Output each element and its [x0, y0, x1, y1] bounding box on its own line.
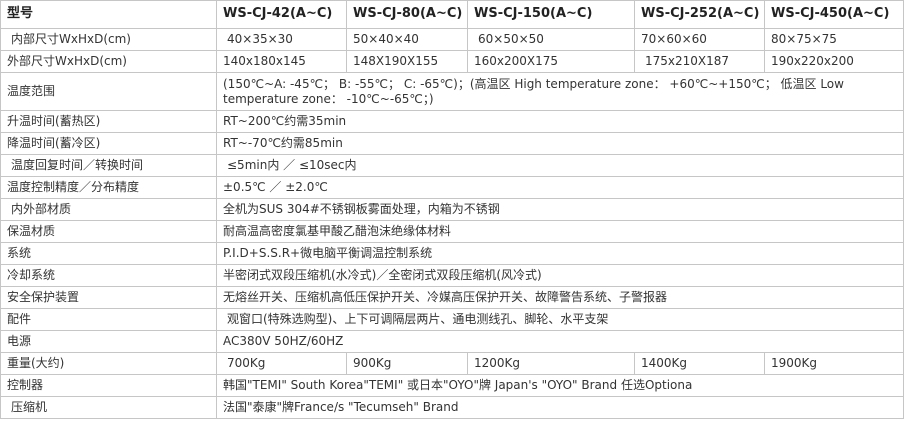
spec-span-cell: 无熔丝开关、压缩机高低压保护开关、冷媒高压保护开关、故障警告系统、子警报器 [216, 286, 904, 309]
spec-value-cell: 190x220x200 [764, 50, 904, 73]
spec-span-cell: (150℃~A: -45℃； B: -55℃； C: -65℃)；(高温区 Hi… [216, 72, 904, 111]
row-label: 温度范围 [0, 72, 217, 111]
spec-value-cell: 148X190X155 [346, 50, 468, 73]
header-row: 型号 WS-CJ-42(A~C) WS-CJ-80(A~C) WS-CJ-150… [0, 0, 904, 29]
table-row-compressor: 压缩机 法国"泰康"牌France/s "Tecumseh" Brand [0, 396, 904, 419]
spec-span-cell: ±0.5℃ ／ ±2.0℃ [216, 176, 904, 199]
row-label: 内外部材质 [0, 198, 217, 221]
spec-span-cell: RT~-70℃约需85min [216, 132, 904, 155]
model-header-cell: WS-CJ-252(A~C) [634, 0, 765, 29]
spec-value-cell: 40×35×30 [216, 28, 347, 51]
row-label: 压缩机 [0, 396, 217, 419]
row-label: 控制器 [0, 374, 217, 397]
table-row-temp-range: 温度范围 (150℃~A: -45℃； B: -55℃； C: -65℃)；(高… [0, 72, 904, 111]
table-row-recovery-time: 温度回复时间／转换时间 ≤5min内 ／ ≤10sec内 [0, 154, 904, 177]
table-row-accessories: 配件 观窗口(特殊选购型)、上下可调隔层两片、通电测线孔、脚轮、水平支架 [0, 308, 904, 331]
model-header-cell: WS-CJ-150(A~C) [467, 0, 635, 29]
table-row-safety: 安全保护装置 无熔丝开关、压缩机高低压保护开关、冷媒高压保护开关、故障警告系统、… [0, 286, 904, 309]
spec-span-cell: 半密闭式双段压缩机(水冷式)／全密闭式双段压缩机(风冷式) [216, 264, 904, 287]
spec-value-cell: 70×60×60 [634, 28, 765, 51]
row-label: 温度回复时间／转换时间 [0, 154, 217, 177]
table-row-material: 内外部材质 全机为SUS 304#不锈钢板雾面处理，内箱为不锈钢 [0, 198, 904, 221]
spec-span-cell: 耐高温高密度氯基甲酸乙醋泡沫绝缘体材料 [216, 220, 904, 243]
spec-value-cell: 1400Kg [634, 352, 765, 375]
spec-value-cell: 175x210X187 [634, 50, 765, 73]
row-label: 安全保护装置 [0, 286, 217, 309]
table-row-power: 电源 AC380V 50HZ/60HZ [0, 330, 904, 353]
spec-value-cell: 700Kg [216, 352, 347, 375]
table-row-heatup-time: 升温时间(蓄热区) RT~200℃约需35min [0, 110, 904, 133]
row-label: 内部尺寸WxHxD(cm) [0, 28, 217, 51]
header-model-label: 型号 [0, 0, 217, 29]
table-row-outer-size: 外部尺寸WxHxD(cm) 140x180x145 148X190X155 16… [0, 50, 904, 73]
model-header-cell: WS-CJ-450(A~C) [764, 0, 904, 29]
table-row-insulation: 保温材质 耐高温高密度氯基甲酸乙醋泡沫绝缘体材料 [0, 220, 904, 243]
row-label: 系统 [0, 242, 217, 265]
model-header-cell: WS-CJ-80(A~C) [346, 0, 468, 29]
spec-span-cell: 观窗口(特殊选购型)、上下可调隔层两片、通电测线孔、脚轮、水平支架 [216, 308, 904, 331]
spec-span-cell: RT~200℃约需35min [216, 110, 904, 133]
row-label: 温度控制精度／分布精度 [0, 176, 217, 199]
row-label: 配件 [0, 308, 217, 331]
spec-value-cell: 80×75×75 [764, 28, 904, 51]
spec-value-cell: 160x200X175 [467, 50, 635, 73]
row-label: 冷却系统 [0, 264, 217, 287]
row-label: 外部尺寸WxHxD(cm) [0, 50, 217, 73]
spec-value-cell: 60×50×50 [467, 28, 635, 51]
row-label: 降温时间(蓄冷区) [0, 132, 217, 155]
table-row-system: 系统 P.I.D+S.S.R+微电脑平衡调温控制系统 [0, 242, 904, 265]
table-row-cooling-system: 冷却系统 半密闭式双段压缩机(水冷式)／全密闭式双段压缩机(风冷式) [0, 264, 904, 287]
table-row-cooldown-time: 降温时间(蓄冷区) RT~-70℃约需85min [0, 132, 904, 155]
spec-value-cell: 900Kg [346, 352, 468, 375]
row-label: 电源 [0, 330, 217, 353]
spec-span-cell: ≤5min内 ／ ≤10sec内 [216, 154, 904, 177]
spec-value-cell: 140x180x145 [216, 50, 347, 73]
spec-span-cell: 法国"泰康"牌France/s "Tecumseh" Brand [216, 396, 904, 419]
row-label: 保温材质 [0, 220, 217, 243]
table-row-controller: 控制器 韩国"TEMI" South Korea"TEMI" 或日本"OYO"牌… [0, 374, 904, 397]
row-label: 重量(大约) [0, 352, 217, 375]
model-header-cell: WS-CJ-42(A~C) [216, 0, 347, 29]
table-row-accuracy: 温度控制精度／分布精度 ±0.5℃ ／ ±2.0℃ [0, 176, 904, 199]
row-label: 升温时间(蓄热区) [0, 110, 217, 133]
spec-value-cell: 50×40×40 [346, 28, 468, 51]
spec-span-cell: 韩国"TEMI" South Korea"TEMI" 或日本"OYO"牌 Jap… [216, 374, 904, 397]
spec-span-cell: 全机为SUS 304#不锈钢板雾面处理，内箱为不锈钢 [216, 198, 904, 221]
table-row-weight: 重量(大约) 700Kg 900Kg 1200Kg 1400Kg 1900Kg [0, 352, 904, 375]
spec-span-cell: P.I.D+S.S.R+微电脑平衡调温控制系统 [216, 242, 904, 265]
table-row-inner-size: 内部尺寸WxHxD(cm) 40×35×30 50×40×40 60×50×50… [0, 28, 904, 51]
spec-span-cell: AC380V 50HZ/60HZ [216, 330, 904, 353]
spec-value-cell: 1900Kg [764, 352, 904, 375]
spec-value-cell: 1200Kg [467, 352, 635, 375]
